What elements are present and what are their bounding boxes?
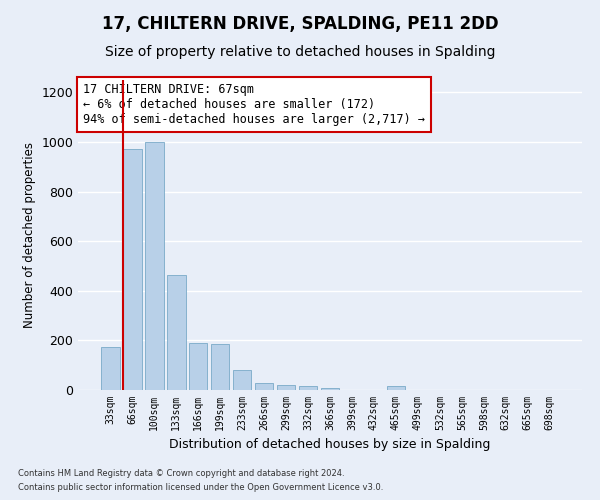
- Bar: [386, 386, 405, 390]
- Bar: [167, 274, 185, 390]
- X-axis label: Distribution of detached houses by size in Spalding: Distribution of detached houses by size …: [169, 438, 491, 452]
- Text: 17, CHILTERN DRIVE, SPALDING, PE11 2DD: 17, CHILTERN DRIVE, SPALDING, PE11 2DD: [101, 15, 499, 33]
- Y-axis label: Number of detached properties: Number of detached properties: [23, 142, 36, 328]
- Bar: [123, 150, 142, 390]
- Bar: [233, 370, 251, 390]
- Bar: [101, 348, 119, 390]
- Bar: [277, 384, 295, 390]
- Bar: [211, 344, 229, 390]
- Bar: [255, 383, 274, 390]
- Text: 17 CHILTERN DRIVE: 67sqm
← 6% of detached houses are smaller (172)
94% of semi-d: 17 CHILTERN DRIVE: 67sqm ← 6% of detache…: [83, 83, 425, 126]
- Bar: [145, 142, 164, 390]
- Bar: [299, 386, 317, 390]
- Bar: [189, 343, 208, 390]
- Text: Contains HM Land Registry data © Crown copyright and database right 2024.: Contains HM Land Registry data © Crown c…: [18, 468, 344, 477]
- Text: Contains public sector information licensed under the Open Government Licence v3: Contains public sector information licen…: [18, 484, 383, 492]
- Text: Size of property relative to detached houses in Spalding: Size of property relative to detached ho…: [105, 45, 495, 59]
- Bar: [320, 388, 340, 390]
